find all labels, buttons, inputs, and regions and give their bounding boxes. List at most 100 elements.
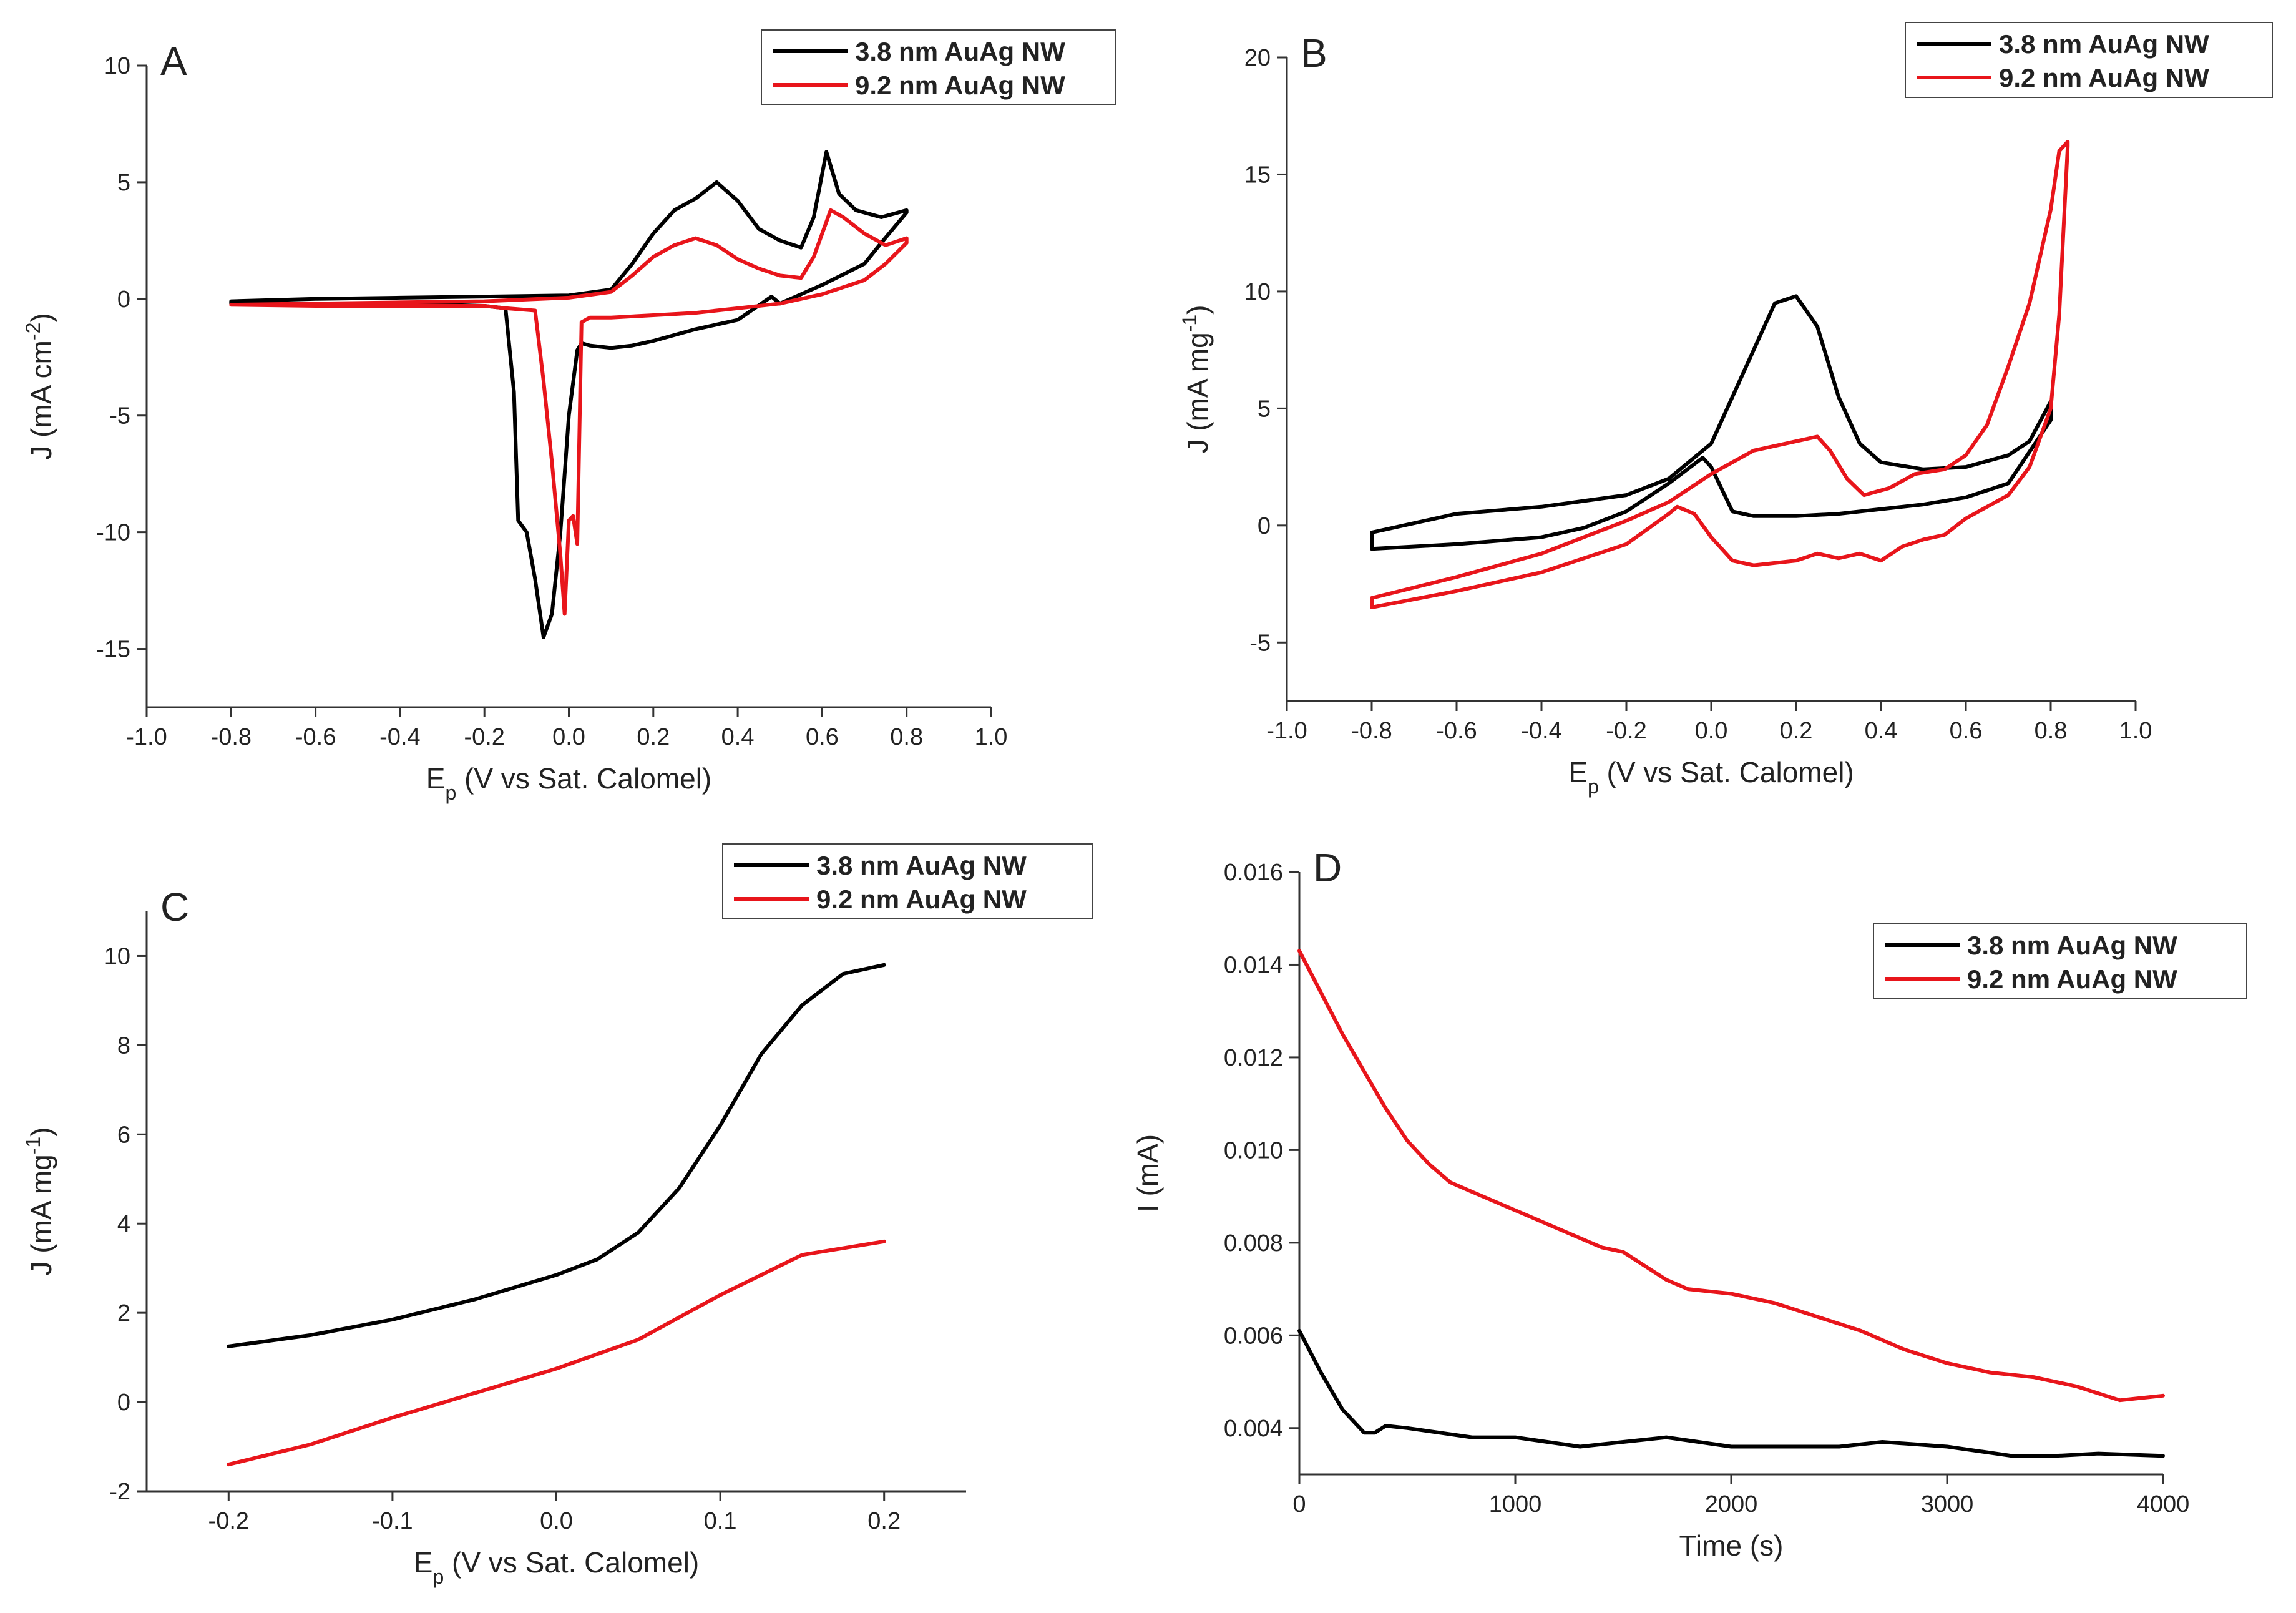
x-tick-label: 0.4 bbox=[721, 724, 755, 750]
panel-letter: B bbox=[1301, 31, 1327, 76]
y-tick-label: 10 bbox=[104, 53, 130, 79]
x-tick-label: 1000 bbox=[1489, 1491, 1542, 1517]
x-axis-label-sub: p bbox=[445, 782, 456, 804]
y-axis-label-main: J (mA cm bbox=[25, 340, 57, 460]
y-tick-label: 20 bbox=[1244, 45, 1271, 71]
series-line-red bbox=[1370, 140, 2070, 609]
y-tick-label: 0 bbox=[117, 287, 130, 313]
y-tick-label: 10 bbox=[104, 943, 130, 969]
x-tick-label: 4000 bbox=[2137, 1491, 2190, 1517]
y-tick-label: 0.014 bbox=[1224, 952, 1283, 978]
legend: 3.8 nm AuAg NW 9.2 nm AuAg NW bbox=[761, 29, 1116, 105]
x-tick-label: -0.2 bbox=[208, 1508, 249, 1534]
y-tick-label: 0 bbox=[117, 1390, 130, 1416]
y-tick-label: -15 bbox=[96, 637, 130, 663]
x-tick-label: -0.6 bbox=[1436, 718, 1477, 744]
legend-label: 3.8 nm AuAg NW bbox=[855, 37, 1065, 66]
y-axis-label-sup: -2 bbox=[22, 323, 44, 340]
y-tick-label: -2 bbox=[109, 1479, 130, 1505]
x-tick-label: 1.0 bbox=[2119, 718, 2152, 744]
x-axis-label-main: E bbox=[1568, 756, 1588, 788]
y-tick-label: -10 bbox=[96, 520, 130, 546]
y-tick-label: 4 bbox=[117, 1211, 130, 1237]
x-tick-label: 0.0 bbox=[540, 1508, 573, 1534]
panel-letter: A bbox=[160, 39, 187, 84]
y-axis-label-sup: -1 bbox=[22, 1137, 44, 1154]
x-tick-label: 2000 bbox=[1705, 1491, 1758, 1517]
x-tick-label: -0.1 bbox=[372, 1508, 413, 1534]
x-tick-label: 0.2 bbox=[1780, 718, 1813, 744]
y-tick-label: 8 bbox=[117, 1032, 130, 1059]
legend: 3.8 nm AuAg NW 9.2 nm AuAg NW bbox=[1905, 22, 2273, 98]
x-tick-label: -0.2 bbox=[1606, 718, 1646, 744]
x-tick-label: -0.4 bbox=[379, 724, 420, 750]
x-tick-label: -0.8 bbox=[211, 724, 252, 750]
x-tick-label: -1.0 bbox=[1266, 718, 1307, 744]
legend-label: 3.8 nm AuAg NW bbox=[1967, 931, 2177, 960]
series-line-black bbox=[1297, 1328, 2165, 1458]
x-tick-label: 0.8 bbox=[890, 724, 923, 750]
legend-box bbox=[722, 843, 1093, 919]
y-tick-label: 5 bbox=[1258, 396, 1271, 422]
legend-label: 9.2 nm AuAg NW bbox=[816, 885, 1027, 914]
x-axis-label-rest: (V vs Sat. Calomel) bbox=[1599, 756, 1854, 788]
x-tick-label: 0.1 bbox=[704, 1508, 737, 1534]
y-axis-label: J (mA mg-1) bbox=[1178, 305, 1214, 453]
x-axis-label: Ep (V vs Sat. Calomel) bbox=[414, 1546, 699, 1588]
y-axis-label-main: I (mA) bbox=[1131, 1134, 1164, 1212]
x-tick-label: 0.2 bbox=[637, 724, 670, 750]
legend: 3.8 nm AuAg NW 9.2 nm AuAg NW bbox=[722, 843, 1093, 919]
series-line-red bbox=[1297, 949, 2165, 1403]
y-tick-label: 0.006 bbox=[1224, 1323, 1283, 1349]
series-line-black bbox=[229, 150, 909, 639]
x-axis-label: Ep (V vs Sat. Calomel) bbox=[426, 762, 711, 804]
legend-box bbox=[1905, 22, 2273, 98]
x-tick-label: 0.0 bbox=[1695, 718, 1728, 744]
x-tick-label: -1.0 bbox=[126, 724, 167, 750]
x-tick-label: 3000 bbox=[1921, 1491, 1974, 1517]
legend-label: 9.2 nm AuAg NW bbox=[855, 71, 1065, 100]
x-tick-label: 0.8 bbox=[2035, 718, 2068, 744]
y-tick-label: 0.012 bbox=[1224, 1045, 1283, 1071]
y-axis-label-rest: ) bbox=[1181, 305, 1214, 314]
x-axis-label-main: E bbox=[426, 762, 446, 795]
legend-box bbox=[1873, 923, 2247, 999]
x-tick-label: 0.2 bbox=[867, 1508, 901, 1534]
y-tick-label: 0 bbox=[1258, 513, 1271, 539]
y-tick-label: 0.010 bbox=[1224, 1137, 1283, 1164]
legend-box bbox=[761, 29, 1116, 105]
y-axis-label-rest: ) bbox=[25, 313, 57, 322]
x-axis-label-sub: p bbox=[432, 1566, 444, 1588]
legend-label: 3.8 nm AuAg NW bbox=[1999, 29, 2209, 59]
panel-d: 0 1000 2000 3000 4000 0.004 0.006 0.008 0.010 0.0… bbox=[1131, 845, 2247, 1562]
legend-label: 9.2 nm AuAg NW bbox=[1999, 63, 2209, 92]
x-axis-label-main: Time (s) bbox=[1679, 1529, 1784, 1562]
y-axis-label-sup: -1 bbox=[1178, 315, 1201, 332]
y-tick-label: 2 bbox=[117, 1300, 130, 1326]
y-tick-label: 6 bbox=[117, 1122, 130, 1148]
x-tick-label: 0 bbox=[1292, 1491, 1306, 1517]
x-axis-label: Time (s) bbox=[1679, 1529, 1784, 1562]
y-tick-label: 0.008 bbox=[1224, 1230, 1283, 1257]
x-axis-label-rest: (V vs Sat. Calomel) bbox=[444, 1546, 699, 1579]
y-axis-label-main: J (mA mg bbox=[1181, 332, 1214, 453]
series-line-black bbox=[227, 963, 886, 1348]
legend-label: 3.8 nm AuAg NW bbox=[816, 851, 1027, 880]
x-tick-label: -0.4 bbox=[1521, 718, 1561, 744]
x-tick-label: -0.2 bbox=[464, 724, 504, 750]
y-axis-label: J (mA cm-2) bbox=[22, 313, 57, 459]
x-tick-label: 0.4 bbox=[1865, 718, 1898, 744]
x-tick-label: 0.6 bbox=[806, 724, 839, 750]
x-axis-label-sub: p bbox=[1588, 775, 1599, 798]
y-axis-label-main: J (mA mg bbox=[25, 1154, 57, 1275]
x-axis-label: Ep (V vs Sat. Calomel) bbox=[1568, 756, 1854, 798]
legend: 3.8 nm AuAg NW 9.2 nm AuAg NW bbox=[1873, 923, 2247, 999]
x-tick-label: -0.6 bbox=[295, 724, 336, 750]
x-tick-label: 0.6 bbox=[1950, 718, 1983, 744]
y-axis-label: I (mA) bbox=[1131, 1134, 1164, 1212]
panel-letter: C bbox=[160, 885, 189, 929]
y-tick-label: 0.016 bbox=[1224, 860, 1283, 886]
y-tick-label: 15 bbox=[1244, 162, 1271, 188]
y-tick-label: 5 bbox=[117, 170, 130, 196]
